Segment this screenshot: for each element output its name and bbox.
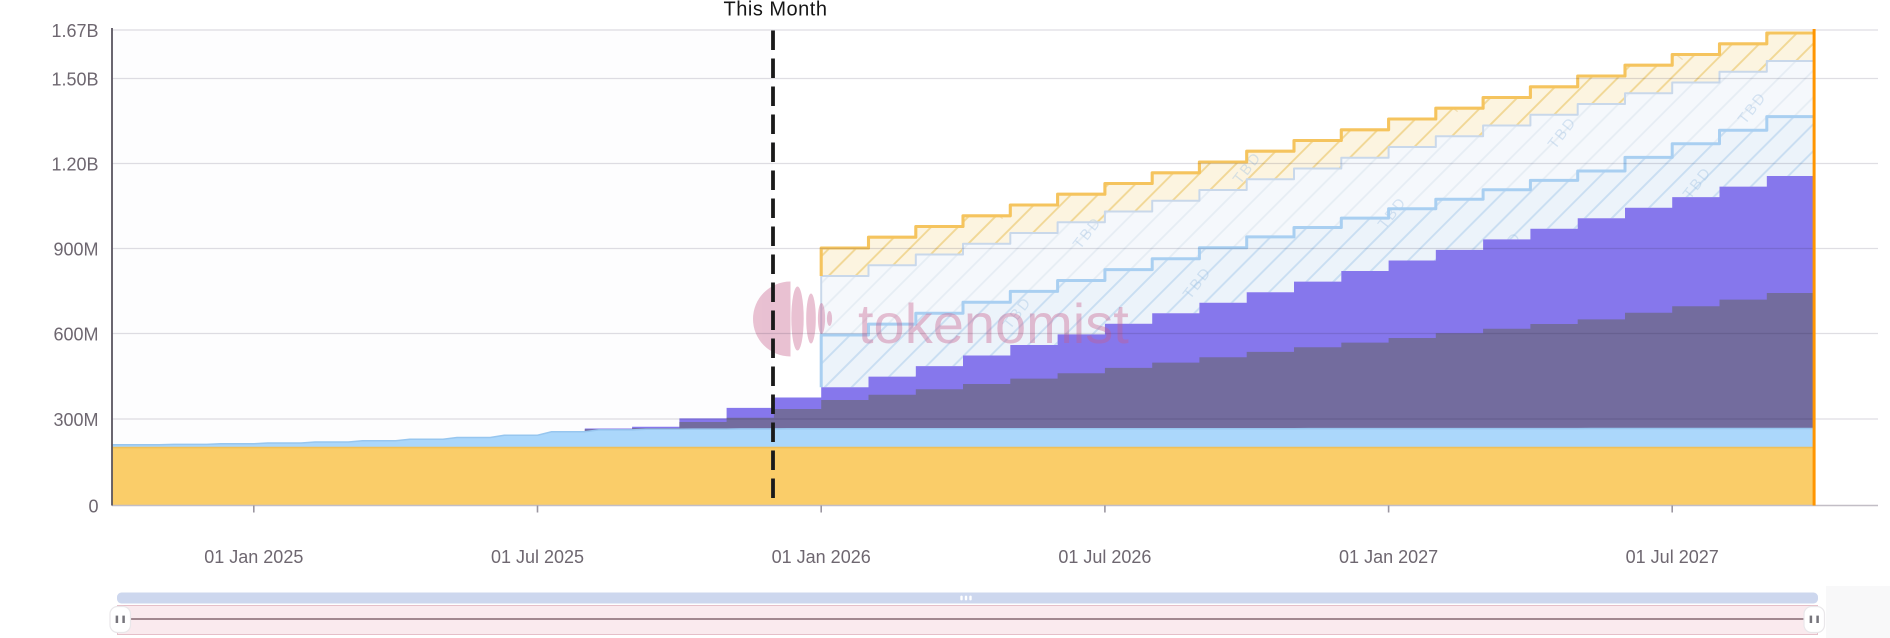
svg-text:900M: 900M [53, 240, 98, 260]
svg-text:01 Jul 2027: 01 Jul 2027 [1626, 547, 1719, 567]
svg-text:0: 0 [88, 497, 98, 517]
svg-text:01 Jan 2026: 01 Jan 2026 [772, 547, 871, 567]
svg-text:1.67B: 1.67B [51, 21, 98, 41]
svg-text:01 Jan 2027: 01 Jan 2027 [1339, 547, 1438, 567]
svg-text:tokenomist: tokenomist [858, 292, 1129, 355]
svg-text:600M: 600M [53, 325, 98, 345]
svg-text:1.50B: 1.50B [51, 70, 98, 90]
svg-text:300M: 300M [53, 410, 98, 430]
svg-text:01 Jul 2026: 01 Jul 2026 [1058, 547, 1151, 567]
svg-text:01 Jul 2025: 01 Jul 2025 [491, 547, 584, 567]
svg-text:01 Jan 2025: 01 Jan 2025 [204, 547, 303, 567]
svg-text:This Month: This Month [724, 0, 828, 21]
svg-text:1.20B: 1.20B [51, 155, 98, 175]
